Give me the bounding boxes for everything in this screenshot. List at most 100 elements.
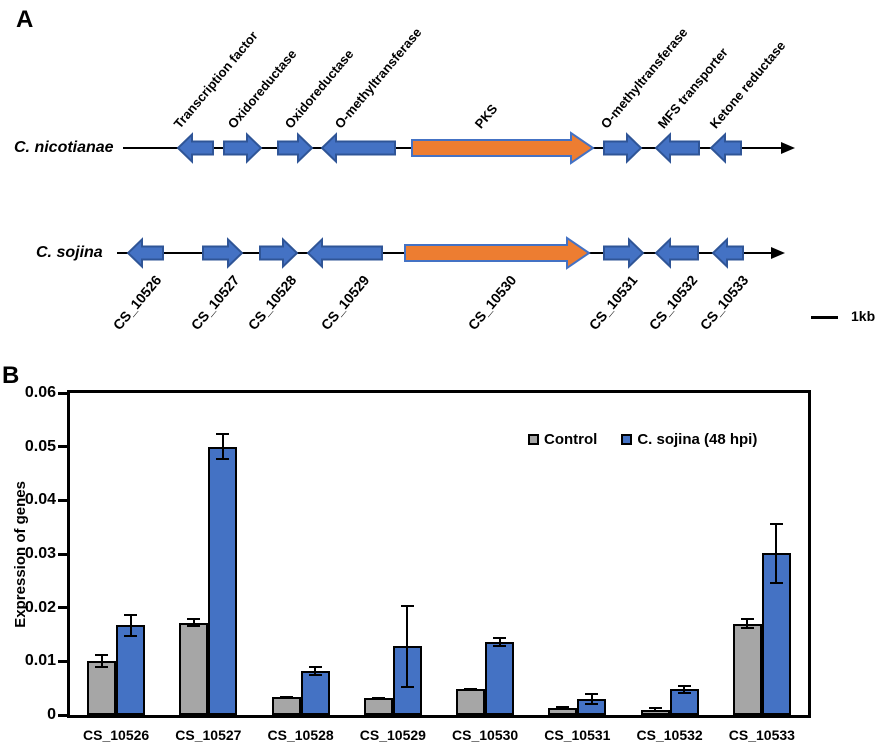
bar-treatment	[485, 642, 515, 715]
y-tick	[58, 498, 70, 502]
gene-arrow-nicotianae-5	[411, 131, 595, 165]
panel-b-label: B	[2, 362, 20, 389]
error-bar-cap-bottom	[585, 702, 599, 705]
error-bar	[556, 705, 570, 711]
x-category-label: CS_10532	[636, 727, 703, 743]
error-bar	[740, 618, 754, 630]
backbone-arrowhead-icon	[771, 247, 785, 259]
error-bar	[464, 687, 478, 691]
x-category-label: CS_10531	[544, 727, 611, 743]
error-bar	[187, 618, 201, 627]
error-bar	[769, 523, 783, 584]
y-tick	[58, 445, 70, 449]
gene-arrow-nicotianae-7	[654, 132, 700, 164]
gene-arrow-nicotianae-6	[603, 132, 643, 164]
error-bar-line	[746, 618, 749, 630]
error-bar-line	[683, 684, 686, 694]
gene-arrow-sojina-4	[306, 237, 383, 269]
panel-a-label: A	[16, 6, 34, 33]
error-bar-cap-bottom	[187, 624, 201, 627]
error-bar	[95, 654, 109, 669]
y-tick	[58, 391, 70, 395]
error-bar-cap-bottom	[371, 697, 385, 700]
gene-row-nicotianae	[123, 131, 795, 165]
error-bar	[124, 613, 138, 638]
error-bar-line	[775, 523, 778, 584]
legend-item-control: Control	[528, 431, 597, 448]
y-tick-label: 0.04	[24, 491, 56, 509]
error-bar-line	[561, 705, 564, 711]
x-category-label: CS_10527	[175, 727, 242, 743]
error-bar	[216, 433, 230, 461]
scale-bar	[811, 316, 838, 319]
x-category-label: CS_10526	[83, 727, 150, 743]
error-bar-line	[654, 706, 657, 713]
error-bar-cap-bottom	[124, 635, 138, 638]
gene-arrow-nicotianae-3	[277, 132, 314, 164]
species-label: C. nicotianae	[14, 139, 114, 156]
bar-treatment	[300, 671, 330, 715]
x-category-label: CS_10533	[728, 727, 795, 743]
y-tick-label: 0	[47, 706, 56, 723]
x-category-label: CS_10528	[267, 727, 334, 743]
error-bar-cap-bottom	[95, 666, 109, 669]
species-label: C. sojina	[36, 244, 103, 261]
y-tick-label: 0.06	[24, 384, 56, 401]
gene-row-sojina	[117, 236, 785, 270]
error-bar-cap-bottom	[464, 688, 478, 691]
gene-arrow-sojina-6	[603, 237, 645, 269]
y-tick	[58, 659, 70, 663]
error-bar-line	[498, 637, 501, 647]
gene-arrow-nicotianae-4	[320, 132, 396, 164]
error-bar-cap-bottom	[400, 685, 414, 688]
scale-bar-label: 1kb	[851, 308, 876, 324]
legend-item-treatment: C. sojina (48 hpi)	[621, 431, 757, 448]
error-bar	[308, 666, 322, 676]
error-bar-line	[192, 618, 195, 627]
gene-arrow-sojina-3	[259, 237, 299, 269]
y-tick-label: 0.05	[24, 437, 56, 455]
error-bar-cap-bottom	[493, 644, 507, 647]
legend-swatch-icon	[621, 434, 633, 445]
y-tick	[58, 552, 70, 556]
gene-arrow-sojina-7	[654, 237, 699, 269]
error-bar-line	[314, 666, 317, 676]
error-bar-line	[590, 692, 593, 705]
bar-treatment	[116, 625, 146, 715]
error-bar	[493, 637, 507, 647]
error-bar-cap-bottom	[740, 627, 754, 630]
error-bar-cap-bottom	[216, 458, 230, 461]
error-bar-cap-bottom	[769, 581, 783, 584]
legend-label: Control	[544, 431, 598, 448]
x-category-label: CS_10530	[452, 727, 519, 743]
error-bar-cap-bottom	[279, 696, 293, 699]
bar-control	[732, 623, 762, 715]
gene-arrow-sojina-2	[202, 237, 244, 269]
error-bar-line	[129, 613, 132, 638]
error-bar	[279, 695, 293, 699]
error-bar	[677, 684, 691, 694]
y-tick	[58, 713, 70, 717]
gene-arrow-sojina-5	[404, 236, 591, 270]
plot-area: Control C. sojina (48 hpi) 0 0.01 0.02 0.03 0…	[25, 384, 811, 743]
error-bar	[585, 692, 599, 705]
gene-arrow-nicotianae-2	[223, 132, 263, 164]
gene-arrow-sojina-8	[711, 237, 744, 269]
y-tick-label: 0.03	[24, 545, 56, 562]
error-bar-cap-bottom	[677, 691, 691, 694]
legend-label: C. sojina (48 hpi)	[637, 431, 758, 448]
gene-arrow-sojina-1	[126, 237, 164, 269]
legend-swatch-icon	[528, 434, 539, 445]
bar-control	[179, 622, 209, 715]
error-bar-cap-bottom	[648, 710, 662, 713]
y-tick-label: 0.01	[24, 652, 56, 670]
error-bar	[648, 706, 662, 713]
error-bar-cap-bottom	[308, 673, 322, 676]
error-bar-line	[221, 433, 224, 461]
backbone-arrowhead-icon	[781, 142, 795, 154]
x-category-label: CS_10529	[359, 727, 426, 743]
bar-control	[456, 689, 486, 715]
y-tick-label: 0.02	[24, 598, 56, 616]
bar-control	[363, 698, 393, 715]
